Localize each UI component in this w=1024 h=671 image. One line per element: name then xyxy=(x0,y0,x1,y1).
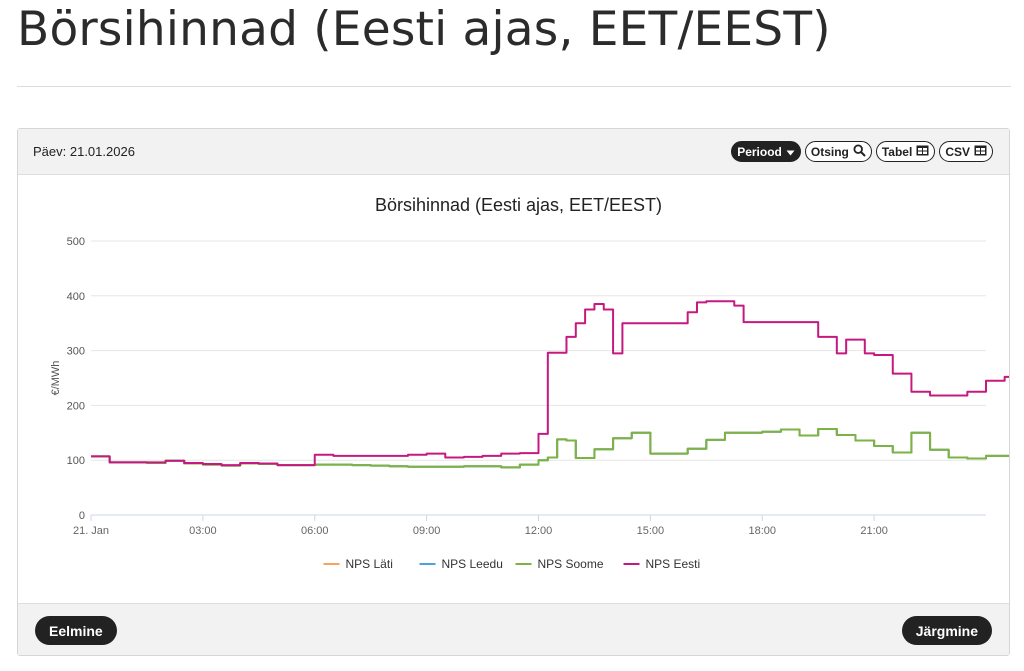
panel-footer: Eelmine Järgmine xyxy=(18,603,1009,655)
x-tick-label: 03:00 xyxy=(189,525,217,537)
y-tick-label: 0 xyxy=(79,510,85,522)
csv-button[interactable]: CSV xyxy=(939,141,993,162)
y-tick-label: 300 xyxy=(67,346,85,358)
header-buttons: Periood Otsing Tabel CSV xyxy=(731,141,993,162)
table-icon xyxy=(974,145,987,159)
x-tick-label: 12:00 xyxy=(525,525,553,537)
period-button-label: Periood xyxy=(737,144,782,159)
panel-header: Päev: 21.01.2026 Periood Otsing Tabel xyxy=(18,129,1009,175)
title-divider xyxy=(17,86,1011,87)
table-button[interactable]: Tabel xyxy=(875,141,936,162)
legend-label: NPS Leedu xyxy=(442,557,503,571)
price-chart: Börsihinnad (Eesti ajas, EET/EEST) 0 100 20… xyxy=(50,195,1024,571)
y-axis-label: €/MWh xyxy=(50,361,62,396)
legend-item: NPS Läti xyxy=(323,557,393,571)
legend-label: NPS Läti xyxy=(346,557,393,571)
legend-item: NPS Soome xyxy=(515,557,604,571)
legend-label: NPS Soome xyxy=(538,557,604,571)
x-tick-label: 18:00 xyxy=(748,525,776,537)
series-line xyxy=(91,427,1024,469)
y-tick-label: 100 xyxy=(67,455,85,467)
chart-title: Börsihinnad (Eesti ajas, EET/EEST) xyxy=(375,195,662,215)
previous-button[interactable]: Eelmine xyxy=(35,616,117,645)
series-line xyxy=(91,300,1024,467)
csv-button-label: CSV xyxy=(945,144,970,159)
y-tick-label: 400 xyxy=(67,291,85,303)
table-button-label: Tabel xyxy=(881,144,913,159)
x-tick-label: 15:00 xyxy=(637,525,665,537)
search-button-label: Otsing xyxy=(810,144,849,159)
x-tick-label: 21. Jan xyxy=(73,525,109,537)
series-line xyxy=(91,427,1024,469)
legend-item: NPS Leedu xyxy=(419,557,503,571)
next-button[interactable]: Järgmine xyxy=(901,616,992,645)
search-icon xyxy=(853,143,866,160)
chart-area: Börsihinnad (Eesti ajas, EET/EEST) 0 100 20… xyxy=(18,175,1024,605)
chart-panel: Päev: 21.01.2026 Periood Otsing Tabel xyxy=(17,128,1024,656)
date-label: Päev: 21.01.2026 xyxy=(33,144,135,159)
x-tick-label: 21:00 xyxy=(860,525,888,537)
search-button[interactable]: Otsing xyxy=(804,141,872,162)
series-line xyxy=(91,427,1024,469)
table-icon xyxy=(916,145,929,159)
x-tick-label: 09:00 xyxy=(413,525,441,537)
x-tick-label: 06:00 xyxy=(301,525,329,537)
legend-item: NPS Eesti xyxy=(623,557,701,571)
page-title: Börsihinnad (Eesti ajas, EET/EEST) xyxy=(17,2,831,57)
period-button[interactable]: Periood xyxy=(731,141,801,162)
y-tick-label: 200 xyxy=(67,400,85,412)
legend-label: NPS Eesti xyxy=(646,557,701,571)
y-tick-label: 500 xyxy=(67,236,85,248)
caret-down-icon xyxy=(786,145,795,159)
